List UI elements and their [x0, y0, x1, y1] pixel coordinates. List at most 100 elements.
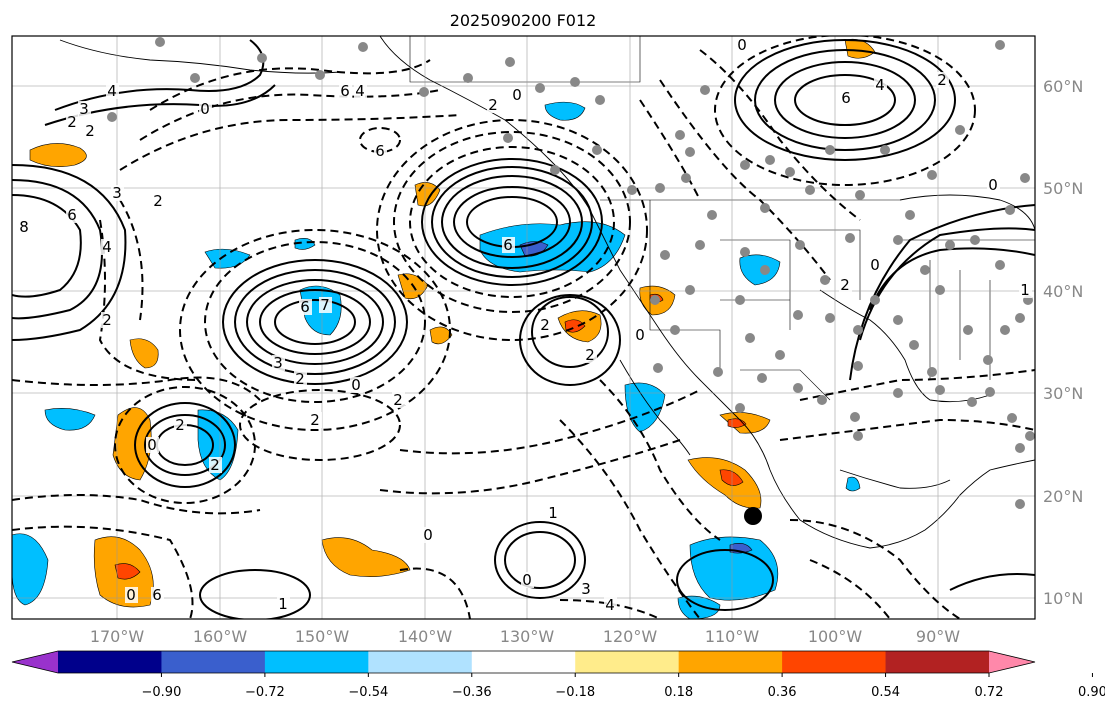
- contour-label-background: [580, 581, 593, 597]
- contour-label-background: [174, 417, 187, 433]
- station-dots: [107, 37, 1035, 509]
- lat-label: 20°N: [1043, 487, 1083, 506]
- contour-label-background: [511, 87, 524, 103]
- lon-label: 160°W: [193, 627, 248, 646]
- contour-label-background: [199, 101, 212, 117]
- contour-label: 0: [737, 36, 747, 54]
- contour-label-background: [634, 327, 647, 343]
- contour-label: 2: [153, 192, 163, 210]
- contour-label: 7: [320, 296, 330, 314]
- contour-label: 6: [503, 236, 513, 254]
- map-panel: [12, 36, 1035, 619]
- contour-label: 4: [107, 82, 117, 100]
- contour-label-background: [309, 412, 322, 428]
- lon-label: 110°W: [705, 627, 760, 646]
- contour-label: 3: [273, 354, 283, 372]
- contour-label-background: [936, 72, 949, 88]
- contour-label-background: [18, 219, 31, 235]
- colorbar-tick-label: −0.72: [245, 685, 285, 700]
- orange-patch: [112, 407, 152, 481]
- colorbar-bin: [782, 651, 887, 673]
- contour-label: 2: [102, 311, 112, 329]
- dashed-contours: [12, 36, 1035, 619]
- contour-label-background: [78, 101, 91, 117]
- contour-label: 3: [112, 184, 122, 202]
- contour-label-background: [101, 239, 114, 255]
- lon-label: 150°W: [295, 627, 350, 646]
- contour-label: 3: [79, 100, 89, 118]
- orange-patch: [321, 537, 411, 577]
- latitude-labels: 60°N 50°N 40°N 30°N 20°N 10°N: [1043, 77, 1083, 608]
- contour-label-background: [840, 90, 853, 106]
- contour-label: 1: [548, 504, 558, 522]
- lon-label: 170°W: [90, 627, 145, 646]
- contour-label: 4: [102, 238, 112, 256]
- longitude-labels: 170°W 160°W 150°W 140°W 130°W 120°W 110°…: [90, 627, 960, 646]
- colorbar-tick-label: 0.36: [768, 685, 797, 700]
- lat-label: 30°N: [1043, 384, 1083, 403]
- contour-label-background: [874, 77, 887, 93]
- contour-label: 2: [937, 71, 947, 89]
- contour-label-background: [277, 596, 290, 612]
- contour-label: 6: [67, 206, 77, 224]
- contour-label-background: [299, 299, 312, 315]
- contour-label-background: [502, 237, 515, 253]
- colorbar-extend-max: [989, 651, 1035, 673]
- graticule: [12, 36, 1035, 619]
- contour-label: 2: [488, 96, 498, 114]
- blue-patch: [44, 408, 96, 431]
- contour-label-background: [584, 347, 597, 363]
- contour-label-background: [294, 371, 307, 387]
- colorbar-bin: [368, 651, 473, 673]
- contour-label-background: [111, 185, 124, 201]
- colorbar-tick-label: −0.18: [555, 685, 595, 700]
- colorbar-bin: [575, 651, 680, 673]
- contour-label-background: [125, 587, 138, 603]
- contour-label-background: [869, 257, 882, 273]
- colorbar-bin: [58, 651, 162, 673]
- contour-label: 2: [210, 456, 220, 474]
- contour-label: 2: [393, 391, 403, 409]
- orange-patch: [29, 143, 87, 167]
- red-patch: [114, 563, 141, 580]
- contour-label: 0: [512, 86, 522, 104]
- contour-label: 6: [841, 89, 851, 107]
- contour-label-background: [66, 114, 79, 130]
- contour-label: 0: [635, 326, 645, 344]
- contour-label: 0: [351, 376, 361, 394]
- lon-label: 100°W: [808, 627, 863, 646]
- contour-label: 0: [200, 100, 210, 118]
- contour-label-background: [604, 597, 617, 613]
- colorbar-tick-label: 0.90: [1078, 685, 1105, 700]
- contour-label-background: [547, 505, 560, 521]
- contour-label: 6: [152, 586, 162, 604]
- contour-label-background: [987, 177, 1000, 193]
- contour-label-background: [84, 123, 97, 139]
- contour-label: 2: [585, 346, 595, 364]
- contour-label-background: [106, 83, 119, 99]
- orange-patch: [687, 457, 762, 509]
- contour-label: 2: [840, 276, 850, 294]
- contour-label: 2: [67, 113, 77, 131]
- lon-label: 90°W: [916, 627, 960, 646]
- contour-label-background: [151, 587, 164, 603]
- colorbar-tick-label: −0.90: [142, 685, 182, 700]
- colorbar-tick-label: −0.36: [452, 685, 492, 700]
- contour-label-background: [319, 297, 332, 313]
- lon-label: 140°W: [398, 627, 453, 646]
- contour-label: 4: [355, 82, 365, 100]
- solid-contours: [12, 39, 1035, 619]
- contour-label: 8: [19, 218, 29, 236]
- colorbar-bin: [885, 651, 990, 673]
- contour-label: 2: [540, 316, 550, 334]
- blue-patch: [739, 254, 781, 286]
- contour-label: 0: [147, 436, 157, 454]
- colorbar-bin: [161, 651, 266, 673]
- lon-label: 120°W: [603, 627, 658, 646]
- blue-patch: [689, 536, 779, 601]
- contour-label-background: [422, 527, 435, 543]
- map-frame: [11, 35, 1036, 620]
- contour-label-background: [146, 437, 159, 453]
- colorbar-tick-label: 0.54: [871, 685, 900, 700]
